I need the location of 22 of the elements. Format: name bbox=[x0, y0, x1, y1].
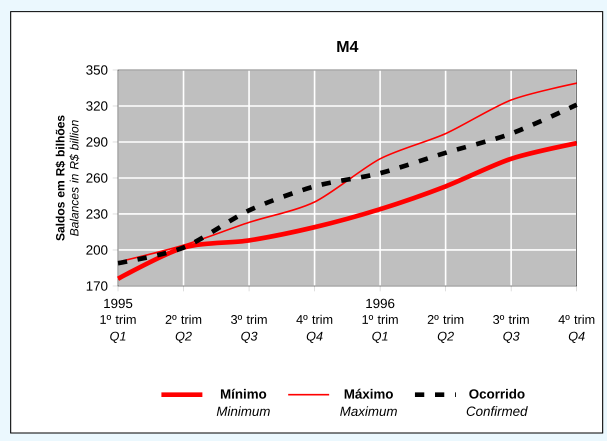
text: 1995 bbox=[104, 298, 132, 308]
chart-title: M4 bbox=[337, 40, 358, 52]
y-tick-label: 200 bbox=[86, 245, 108, 255]
x-tick-label: 2º trim Q2 bbox=[428, 314, 464, 343]
x-tick-label: 4º trim Q4 bbox=[558, 314, 594, 343]
legend-label: Mínimo Minimum bbox=[216, 388, 270, 416]
text: 1996 bbox=[366, 298, 394, 308]
legend-label: Ocorrido Confirmed bbox=[466, 388, 528, 416]
x-tick-label: 3º trim Q3 bbox=[231, 314, 267, 343]
y-tick-label: 230 bbox=[86, 209, 108, 219]
x-tick-label: 4º trim Q4 bbox=[296, 314, 332, 343]
y-axis-title: Saldos em R$ bilhões Balances in R$ billion bbox=[55, 115, 80, 241]
x-tick-label: 1º trim Q1 bbox=[100, 314, 136, 343]
y-tick-label: 350 bbox=[86, 65, 108, 75]
y-tick-label: 290 bbox=[86, 137, 108, 147]
y-tick-label: 260 bbox=[86, 173, 108, 183]
y-tick-label: 170 bbox=[86, 281, 108, 291]
x-tick-label: 3º trim Q3 bbox=[493, 314, 529, 343]
y-tick-label: 320 bbox=[86, 101, 108, 111]
legend-label: Máximo Maximum bbox=[340, 388, 397, 416]
x-tick-label: 1º trim Q1 bbox=[362, 314, 398, 343]
x-tick-label: 2º trim Q2 bbox=[166, 314, 202, 343]
